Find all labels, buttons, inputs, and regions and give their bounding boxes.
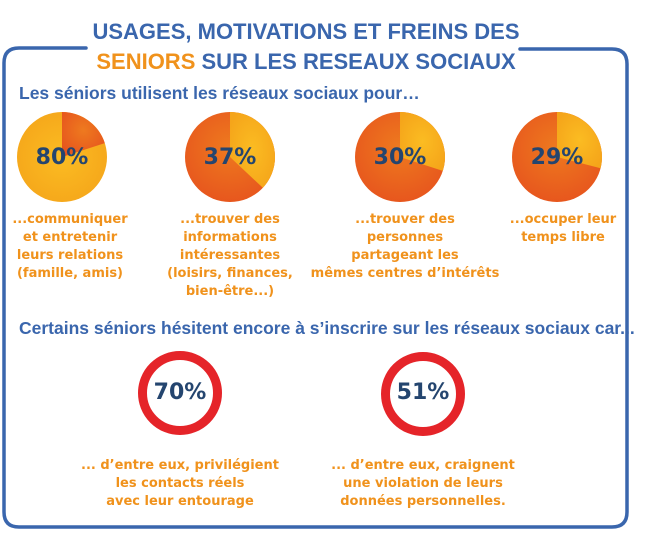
caption-line: ...trouver des <box>180 212 280 227</box>
pie-caption-communiquer: ...communiquer et entretenir leurs relat… <box>10 211 130 283</box>
pie-slice-80 <box>62 112 105 157</box>
pie-label-37: 37% <box>203 145 257 170</box>
caption-line: informations <box>183 230 277 245</box>
caption-line: ...occuper leur <box>509 212 617 227</box>
ring-caption-donnees: ... d’entre eux, craignent une violation… <box>318 457 528 511</box>
ring-label-51: 51% <box>396 380 450 405</box>
ring-caption-contacts: ... d’entre eux, privilégient les contac… <box>70 457 290 511</box>
caption-line: intéressantes <box>179 248 281 263</box>
pie-slice-29 <box>557 112 602 169</box>
pie-caption-informations: ...trouver des informations intéressante… <box>160 211 300 301</box>
caption-line: (loisirs, finances, <box>167 266 293 281</box>
pie-caption-personnes: ...trouver des personnes partageant les … <box>310 211 500 283</box>
caption-line: une violation de leurs <box>343 476 503 491</box>
caption-line: bien-être...) <box>185 284 275 299</box>
pie-slice-30 <box>400 112 446 171</box>
pie-slice-37 <box>230 112 275 188</box>
caption-line: mêmes centres d’intérêts <box>310 266 500 281</box>
ring-70 <box>138 351 222 435</box>
caption-line: et entretenir <box>22 230 118 245</box>
pie-caption-temps-libre: ...occuper leur temps libre <box>503 211 623 247</box>
title-line-1: USAGES, MOTIVATIONS ET FREINS DES <box>92 19 520 44</box>
pie-label-80: 80% <box>35 145 89 170</box>
caption-line: ... d’entre eux, privilégient <box>81 458 279 473</box>
caption-line: ...communiquer <box>12 212 128 227</box>
caption-line: (famille, amis) <box>16 266 124 281</box>
pie-label-30: 30% <box>373 145 427 170</box>
caption-line: leurs relations <box>16 248 124 263</box>
caption-line: personnes <box>366 230 444 245</box>
caption-line: données personnelles. <box>340 494 506 509</box>
frame-border <box>2 46 629 529</box>
title-line-2: SENIORS SUR LES RESEAUX SOCIAUX <box>0 49 631 75</box>
title-highlight-seniors: SENIORS <box>96 49 196 74</box>
caption-line: partageant les <box>351 248 459 263</box>
pie-label-29: 29% <box>530 145 584 170</box>
freins-heading: Certains séniors hésitent encore à s’ins… <box>19 318 635 338</box>
ring-51 <box>381 352 465 436</box>
caption-line: les contacts réels <box>115 476 245 491</box>
caption-line: ...trouver des <box>355 212 455 227</box>
usage-heading: Les séniors utilisent les réseaux sociau… <box>19 83 420 103</box>
caption-line: temps libre <box>521 230 605 245</box>
caption-line: ... d’entre eux, craignent <box>331 458 515 473</box>
title-line-2-rest: SUR LES RESEAUX SOCIAUX <box>195 49 516 74</box>
caption-line: avec leur entourage <box>106 494 254 509</box>
ring-label-70: 70% <box>153 380 207 405</box>
